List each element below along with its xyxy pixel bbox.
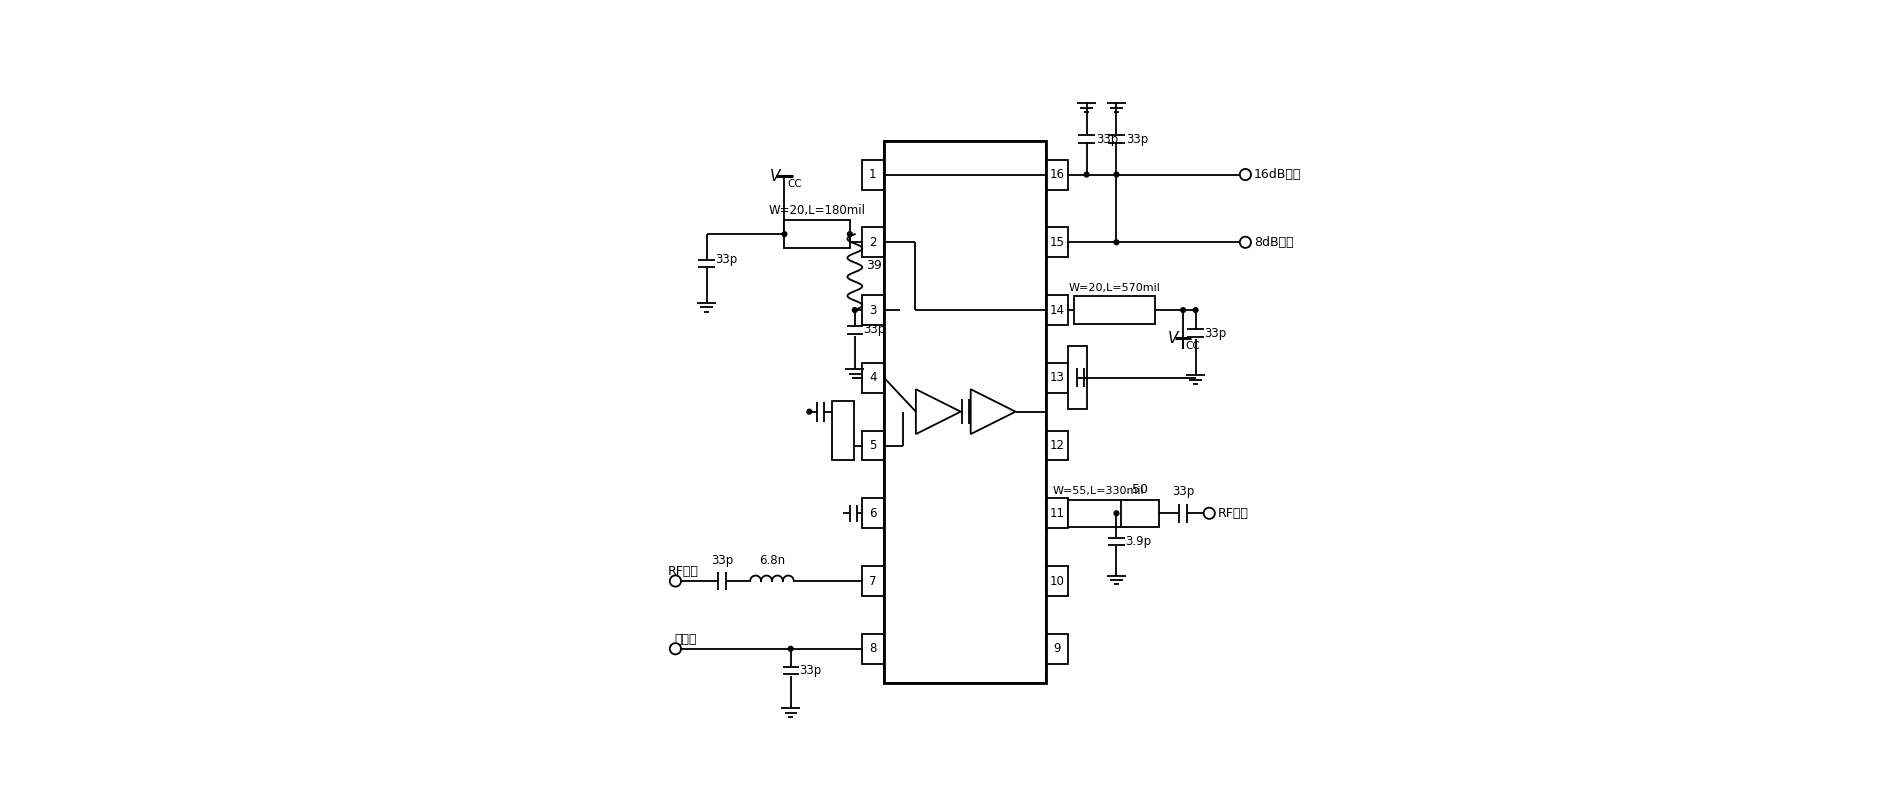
- Text: 6.8n: 6.8n: [758, 554, 785, 567]
- Text: 3.9p: 3.9p: [1124, 535, 1151, 548]
- Text: 11: 11: [1049, 506, 1064, 519]
- Text: 16dB控制: 16dB控制: [1254, 168, 1301, 181]
- Bar: [1045, 159, 1068, 189]
- Text: 33p: 33p: [711, 554, 734, 567]
- Text: $V$: $V$: [1167, 330, 1181, 346]
- Text: 39: 39: [865, 260, 882, 273]
- Circle shape: [1115, 511, 1119, 515]
- Circle shape: [807, 409, 811, 414]
- Bar: [785, 220, 850, 248]
- Bar: [862, 566, 884, 596]
- Circle shape: [1115, 172, 1119, 177]
- Text: 9: 9: [1053, 642, 1061, 655]
- Text: CC: CC: [1186, 341, 1201, 350]
- Bar: [1045, 633, 1068, 663]
- Bar: [1045, 498, 1068, 528]
- Text: 13: 13: [1049, 371, 1064, 384]
- Bar: [862, 295, 884, 325]
- Text: 3: 3: [869, 303, 877, 316]
- Text: W=55,L=330mil: W=55,L=330mil: [1053, 486, 1143, 496]
- Bar: [1045, 363, 1068, 392]
- Text: 1: 1: [869, 168, 877, 181]
- Text: 15: 15: [1049, 235, 1064, 249]
- Bar: [862, 159, 884, 189]
- Text: 33p: 33p: [1205, 327, 1226, 341]
- Text: 14: 14: [1049, 303, 1064, 316]
- Bar: [1045, 227, 1068, 257]
- Text: 33p: 33p: [1171, 485, 1194, 498]
- Bar: [884, 141, 1045, 683]
- Text: 33p: 33p: [1126, 133, 1149, 146]
- Text: 2: 2: [869, 235, 877, 249]
- Bar: [862, 363, 884, 392]
- Text: 6: 6: [869, 506, 877, 519]
- Circle shape: [670, 643, 681, 654]
- Circle shape: [1085, 172, 1089, 177]
- Text: RF输入: RF输入: [668, 565, 698, 578]
- Circle shape: [1241, 237, 1250, 248]
- Bar: [1045, 295, 1068, 325]
- Bar: [1045, 566, 1068, 596]
- Circle shape: [788, 646, 792, 651]
- Bar: [832, 400, 854, 460]
- Text: 33p: 33p: [715, 252, 738, 265]
- Text: CC: CC: [786, 179, 801, 188]
- Text: 33p: 33p: [863, 324, 886, 337]
- Circle shape: [852, 307, 858, 312]
- Bar: [862, 498, 884, 528]
- Bar: [1068, 500, 1128, 527]
- Text: 7: 7: [869, 574, 877, 587]
- Text: W=20,L=570mil: W=20,L=570mil: [1068, 282, 1160, 293]
- Circle shape: [1241, 169, 1250, 180]
- Bar: [1121, 500, 1158, 527]
- Circle shape: [1203, 508, 1214, 519]
- Bar: [1074, 296, 1154, 324]
- Circle shape: [670, 575, 681, 587]
- Bar: [1045, 430, 1068, 460]
- Bar: [1068, 346, 1087, 409]
- Text: 12: 12: [1049, 439, 1064, 452]
- Text: 5: 5: [869, 439, 877, 452]
- Circle shape: [783, 231, 786, 236]
- Text: 8: 8: [869, 642, 877, 655]
- Bar: [884, 141, 1045, 683]
- Text: 10: 10: [1049, 574, 1064, 587]
- Circle shape: [1194, 307, 1198, 312]
- Bar: [862, 430, 884, 460]
- Text: 50: 50: [1132, 483, 1149, 496]
- Text: 8dB控制: 8dB控制: [1254, 235, 1293, 249]
- Circle shape: [848, 231, 852, 236]
- Text: 33p: 33p: [800, 664, 822, 677]
- Circle shape: [1115, 240, 1119, 244]
- Bar: [862, 227, 884, 257]
- Text: W=20,L=180mil: W=20,L=180mil: [768, 204, 865, 217]
- Text: $V$: $V$: [768, 168, 783, 184]
- Text: 16: 16: [1049, 168, 1064, 181]
- Text: 33p: 33p: [1096, 133, 1119, 146]
- Bar: [862, 633, 884, 663]
- Text: 功率降: 功率降: [674, 633, 696, 646]
- Circle shape: [1181, 307, 1186, 312]
- Text: C: C: [963, 645, 972, 659]
- Text: RF输出: RF输出: [1218, 506, 1248, 519]
- Text: 4: 4: [869, 371, 877, 384]
